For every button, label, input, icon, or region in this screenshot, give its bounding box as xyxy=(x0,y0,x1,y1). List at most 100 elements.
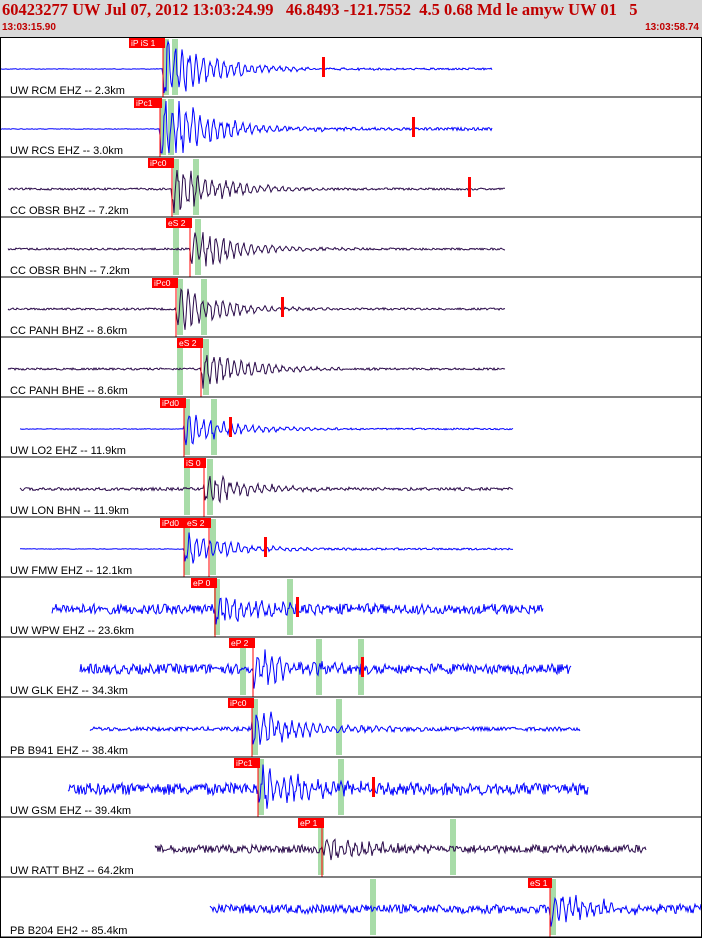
channel-label: UW FMW EHZ -- 12.1km xyxy=(10,565,132,577)
pick-label: iP iS 1 xyxy=(131,38,156,48)
channel-row[interactable]: eS 1 PB B204 EH2 -- 85.4km xyxy=(0,878,702,938)
pick-tag[interactable] xyxy=(185,518,211,528)
phase-band xyxy=(240,639,246,695)
phase-band xyxy=(177,339,183,395)
pick-label: iS 0 xyxy=(186,458,201,468)
pick-label: eP 1 xyxy=(300,818,318,828)
pick-label: iPc0 xyxy=(150,158,167,168)
channel-row[interactable]: iP iS 1 UW RCM EHZ -- 2.3km xyxy=(0,38,702,98)
channel-row[interactable]: iPd0 UW LO2 EHZ -- 11.9km xyxy=(0,398,702,458)
coda-marker xyxy=(264,537,267,557)
pick-label: iPc1 xyxy=(236,758,253,768)
phase-band xyxy=(163,39,169,95)
phase-band xyxy=(184,399,190,455)
pick-tag[interactable] xyxy=(177,338,203,348)
phase-band xyxy=(184,459,190,515)
panel-frame xyxy=(0,37,702,938)
waveform-trace xyxy=(67,764,589,809)
channel-label: PB B941 EHZ -- 38.4km xyxy=(10,745,128,757)
channel-label: CC OBSR BHZ -- 7.2km xyxy=(10,205,129,217)
pick-tag[interactable] xyxy=(298,818,324,828)
channel-label: UW GSM EHZ -- 39.4km xyxy=(10,805,131,817)
pick-tag[interactable] xyxy=(228,698,254,708)
waveform-trace xyxy=(209,894,702,927)
pick-tag[interactable] xyxy=(160,398,186,408)
channel-row[interactable]: eP 0 UW WPW EHZ -- 23.6km xyxy=(0,578,702,638)
waveform-trace xyxy=(0,100,493,154)
pick-tag[interactable] xyxy=(234,758,260,768)
channel-label: UW WPW EHZ -- 23.6km xyxy=(10,625,134,637)
waveform-trace xyxy=(0,39,493,94)
channel-row[interactable]: iPc0 PB B941 EHZ -- 38.4km xyxy=(0,698,702,758)
waveform-trace xyxy=(7,232,506,267)
channel-row[interactable]: eP 2 UW GLK EHZ -- 34.3km xyxy=(0,638,702,698)
waveform-trace xyxy=(154,838,647,861)
end-time: 13:03:58.74 xyxy=(645,22,699,33)
waveform-trace xyxy=(19,474,514,504)
channel-label: UW LO2 EHZ -- 11.9km xyxy=(10,445,126,457)
channel-row[interactable]: iPc1 UW GSM EHZ -- 39.4km xyxy=(0,758,702,818)
coda-marker xyxy=(361,657,364,677)
pick-label: eP 2 xyxy=(231,638,249,648)
channel-row[interactable]: iPc1 UW RCS EHZ -- 3.0km xyxy=(0,98,702,158)
channel-row[interactable]: eS 2 CC PANH BHE -- 8.6km xyxy=(0,338,702,398)
pick-tag[interactable] xyxy=(229,638,255,648)
phase-band xyxy=(370,879,376,935)
waveform-trace xyxy=(7,287,506,330)
pick-tag[interactable] xyxy=(160,518,186,528)
channel-row[interactable]: iPc0 CC OBSR BHZ -- 7.2km xyxy=(0,158,702,218)
waveform-trace xyxy=(19,414,514,446)
phase-band xyxy=(173,219,179,275)
phase-band xyxy=(550,879,556,935)
phase-band xyxy=(160,99,166,155)
coda-marker xyxy=(372,777,375,797)
phase-band xyxy=(207,459,213,515)
waveform-trace xyxy=(89,711,581,745)
pick-label: iPd0 xyxy=(162,398,179,408)
coda-marker xyxy=(322,57,325,77)
phase-band xyxy=(214,579,220,635)
pick-tag[interactable] xyxy=(528,878,552,888)
coda-marker xyxy=(281,297,284,317)
coda-marker xyxy=(412,117,415,137)
channel-label: UW RCS EHZ -- 3.0km xyxy=(10,145,123,157)
channel-label: CC OBSR BHN -- 7.2km xyxy=(10,265,130,277)
pick-tag[interactable] xyxy=(166,218,192,228)
phase-band xyxy=(336,699,342,755)
pick-label: eS 2 xyxy=(179,338,197,348)
phase-band xyxy=(203,339,209,395)
pick-label: eS 1 xyxy=(530,878,548,888)
pick-tag[interactable] xyxy=(148,158,174,168)
channel-label: UW RCM EHZ -- 2.3km xyxy=(10,85,125,97)
waveform-trace xyxy=(7,355,506,389)
waveform-trace xyxy=(79,649,572,689)
channel-label: CC PANH BHZ -- 8.6km xyxy=(10,325,127,337)
pick-tag[interactable] xyxy=(134,98,162,108)
channel-row[interactable]: eP 1 UW RATT BHZ -- 64.2km xyxy=(0,818,702,878)
channel-label: CC PANH BHE -- 8.6km xyxy=(10,385,128,397)
channel-row[interactable]: iPd0 eS 2 UW FMW EHZ -- 12.1km xyxy=(0,518,702,578)
phase-band xyxy=(338,759,344,815)
event-title: 60423277 UW Jul 07, 2012 13:03:24.99 46.… xyxy=(2,0,638,19)
coda-marker xyxy=(296,597,299,617)
phase-band xyxy=(318,819,324,875)
start-time: 13:03:15.90 xyxy=(2,22,56,33)
pick-tag[interactable] xyxy=(184,458,206,468)
phase-band xyxy=(172,39,178,95)
coda-marker xyxy=(229,417,232,437)
phase-band xyxy=(211,399,217,455)
pick-tag[interactable] xyxy=(152,278,178,288)
pick-tag[interactable] xyxy=(191,578,217,588)
phase-band xyxy=(287,579,293,635)
pick-label: iPc0 xyxy=(154,278,171,288)
seismogram-panel[interactable]: iP iS 1 UW RCM EHZ -- 2.3km iPc1 UW RCS EHZ… xyxy=(0,37,702,938)
channel-row[interactable]: iS 0 UW LON BHN -- 11.9km xyxy=(0,458,702,518)
channel-row[interactable]: iPc0 CC PANH BHZ -- 8.6km xyxy=(0,278,702,338)
pick-tag[interactable] xyxy=(129,38,165,48)
channel-row[interactable]: eS 2 CC OBSR BHN -- 7.2km xyxy=(0,218,702,278)
pick-label: iPc1 xyxy=(136,98,153,108)
channel-label: UW LON BHN -- 11.9km xyxy=(10,505,129,517)
pick-label: iPc0 xyxy=(230,698,247,708)
phase-band xyxy=(210,519,216,575)
pick-label: eP 0 xyxy=(193,578,211,588)
